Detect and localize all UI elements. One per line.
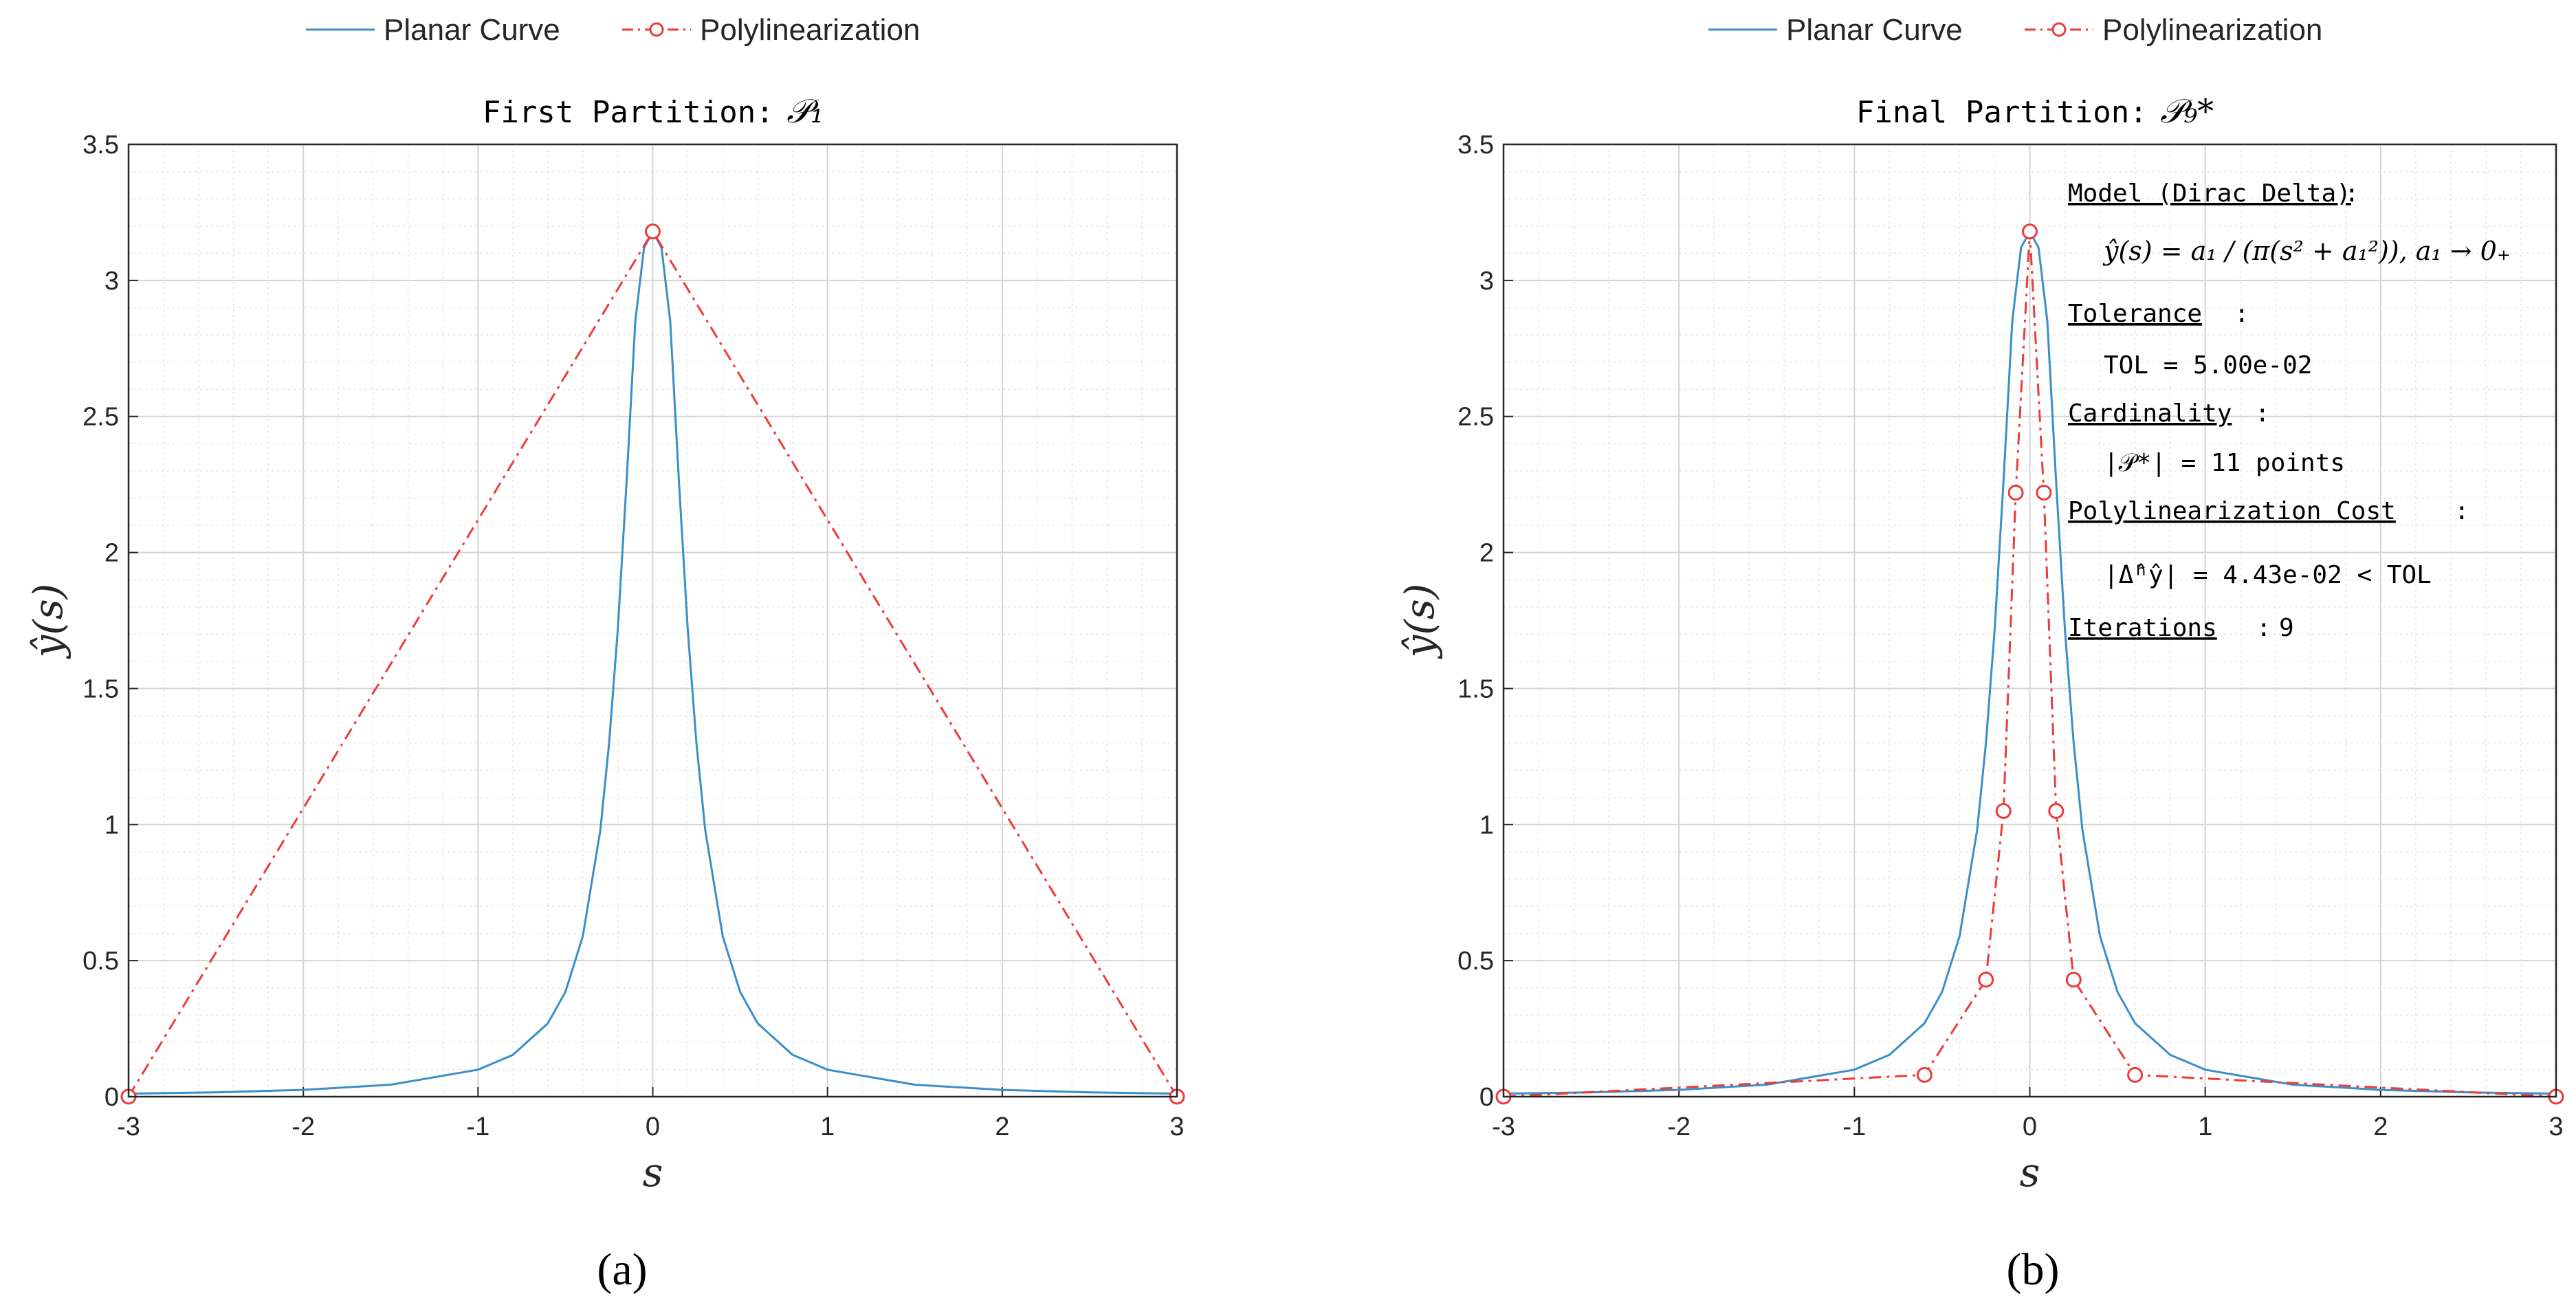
legend-b: Planar Curve Polylinearization	[1708, 13, 2322, 47]
x-axis-label: s	[643, 1149, 663, 1196]
iterations-label: Iterations	[2068, 614, 2217, 642]
y-tick-label: 0	[1479, 1083, 1494, 1112]
y-tick-label: 0.5	[82, 947, 119, 976]
cardinality-value: |𝒫*| = 11 points	[2104, 449, 2345, 477]
y-tick-label: 1	[1479, 811, 1494, 840]
x-tick-label: -3	[1492, 1112, 1515, 1141]
caption-a: (a)	[597, 1244, 647, 1295]
cost-colon: :	[2454, 497, 2469, 525]
legend-poly-label: Polylinearization	[2102, 13, 2322, 47]
legend-curve-label: Planar Curve	[1786, 13, 1963, 47]
x-tick-label: 3	[2549, 1112, 2563, 1141]
poly-point-marker	[2048, 803, 2065, 819]
x-tick-label: 1	[2198, 1112, 2212, 1141]
poly-point-marker	[2007, 485, 2024, 501]
title-a-math: 𝒫₁	[786, 92, 824, 131]
panel-b: Planar Curve Polylinearization Final Par…	[1396, 13, 2564, 1295]
legend-curve-label: Planar Curve	[384, 13, 560, 47]
cardinality-colon: :	[2255, 399, 2270, 428]
y-tick-label: 1.5	[1457, 675, 1494, 703]
plot-area-a: -3 -2 -1 0 1 2 3 0 0.5 1 1.5 2 2.5 3 3.5 s ŷ(s)	[25, 131, 1185, 1196]
y-tick-label: 1.5	[82, 675, 119, 703]
legend-a: Planar Curve Polylinearization	[306, 13, 920, 47]
y-tick-label: 2.5	[82, 403, 119, 432]
cardinality-label: Cardinality	[2068, 399, 2232, 428]
y-tick-label: 3.5	[82, 131, 119, 160]
y-tick-label: 1	[104, 811, 119, 840]
x-axis-label: s	[2020, 1149, 2040, 1196]
tolerance-colon: :	[2234, 300, 2249, 328]
panel-a: Planar Curve Polylinearization First Par…	[25, 13, 1185, 1295]
x-tick-label: 2	[995, 1112, 1009, 1141]
y-tick-label: 3	[1479, 267, 1494, 296]
x-tick-label: 0	[2023, 1112, 2037, 1141]
legend-poly-marker	[2051, 22, 2067, 37]
y-axis-label: ŷ(s)	[1396, 584, 1443, 660]
title-b: Final Partition: 𝒫₉*	[1856, 92, 2214, 131]
poly-point-marker	[1978, 972, 1994, 988]
poly-point-marker	[1995, 803, 2012, 819]
poly-point-marker	[1916, 1066, 1933, 1083]
x-tick-label: -2	[1667, 1112, 1691, 1141]
x-tick-label: -2	[291, 1112, 315, 1141]
axes-box	[127, 143, 1178, 1098]
poly-point-marker	[2022, 223, 2038, 240]
tolerance-value: TOL = 5.00e-02	[2104, 351, 2312, 380]
poly-point-marker	[2065, 972, 2082, 988]
caption-b: (b)	[2007, 1244, 2060, 1295]
title-a: First Partition: 𝒫₁	[483, 92, 824, 131]
x-tick-label: -3	[117, 1112, 140, 1141]
model-formula: ŷ(s) = a₁ / (π(s² + a₁²)), a₁ → 0₊	[2102, 236, 2511, 266]
legend-poly-marker	[649, 22, 664, 37]
x-tick-label: 1	[820, 1112, 835, 1141]
iterations-value: 9	[2279, 614, 2294, 642]
y-tick-label: 3	[104, 267, 119, 296]
cost-label: Polylinearization Cost	[2068, 497, 2396, 525]
poly-point-marker	[645, 223, 661, 240]
y-tick-label: 0	[104, 1083, 119, 1112]
legend-poly-label: Polylinearization	[700, 13, 920, 47]
title-b-text: Final Partition:	[1856, 95, 2148, 130]
y-tick-label: 2	[104, 539, 119, 568]
cost-value: |Δ̂ʰŷ| = 4.43e-02 < TOL	[2104, 561, 2432, 589]
x-tick-label: 3	[1169, 1112, 1184, 1141]
x-tick-label: -1	[466, 1112, 489, 1141]
x-tick-label: -1	[1842, 1112, 1866, 1141]
title-b-math: 𝒫₉*	[2160, 92, 2214, 131]
y-axis-label: ŷ(s)	[25, 584, 71, 660]
plot-area-b: -3 -2 -1 0 1 2 3 0 0.5 1 1.5 2 2.5 3 3.5 s ŷ(s)	[1396, 131, 2564, 1196]
x-tick-label: 2	[2373, 1112, 2388, 1141]
y-tick-label: 2	[1479, 539, 1494, 568]
y-tick-label: 0.5	[1457, 947, 1494, 976]
x-tick-label: 0	[646, 1112, 660, 1141]
title-a-text: First Partition:	[483, 95, 774, 130]
y-tick-label: 3.5	[1457, 131, 1494, 160]
poly-point-marker	[2036, 485, 2052, 501]
y-tick-label: 2.5	[1457, 403, 1494, 432]
model-colon: :	[2344, 179, 2359, 208]
tolerance-label: Tolerance	[2068, 300, 2202, 328]
axes-box	[1502, 143, 2557, 1098]
annotation-box: Model (Dirac Delta) : ŷ(s) = a₁ / (π(s² …	[2068, 179, 2511, 642]
poly-point-marker	[2127, 1066, 2144, 1083]
iterations-colon: :	[2256, 614, 2271, 642]
model-label: Model (Dirac Delta)	[2068, 179, 2351, 208]
